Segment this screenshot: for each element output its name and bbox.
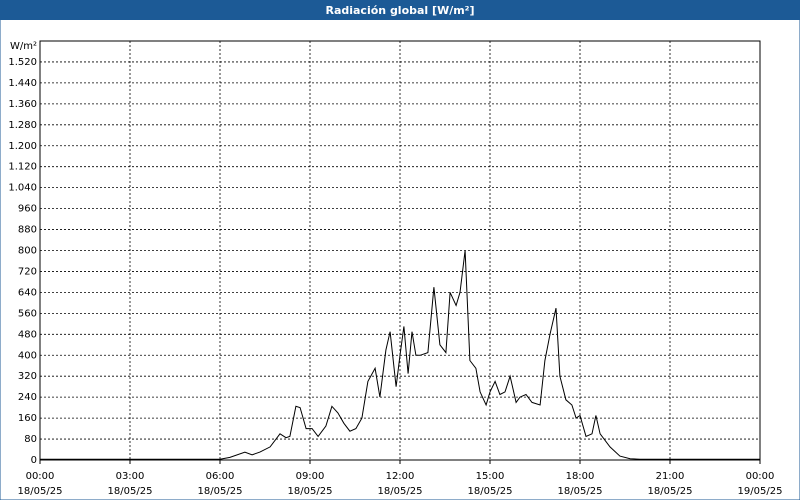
y-tick-label: 80 [24,434,37,445]
y-tick-label: 320 [18,371,37,382]
y-tick-label: 640 [18,287,37,298]
y-tick-label: 1.280 [8,120,37,131]
x-tick-date: 18/05/25 [648,486,693,497]
x-tick-label: 12:00 [386,471,415,482]
line [40,250,760,460]
x-tick-label: 00:00 [26,471,55,482]
y-tick-label: 1.200 [8,141,37,152]
plot-border [39,40,761,461]
y-tick-label: 400 [18,350,37,361]
y-tick-label: 960 [18,204,37,215]
x-tick-date: 18/05/25 [378,486,423,497]
y-tick-label: 240 [18,392,37,403]
y-tick-label: 720 [18,266,37,277]
x-tick-date: 18/05/25 [468,486,513,497]
chart-title: Radiación global [W/m²] [325,4,474,17]
y-axis-label: W/m² [10,41,37,52]
x-tick-date: 18/05/25 [18,486,63,497]
y-tick-label: 0 [31,455,37,466]
x-tick-label: 06:00 [206,471,235,482]
y-tick-label: 160 [18,413,37,424]
x-tick-label: 03:00 [116,471,145,482]
x-tick-date: 19/05/25 [738,486,783,497]
x-tick-label: 15:00 [476,471,505,482]
y-tick-label: 800 [18,246,37,257]
title-bar [0,0,800,20]
x-tick-label: 09:00 [296,471,325,482]
y-tick-label: 560 [18,308,37,319]
y-tick-label: 1.520 [8,57,37,68]
x-tick-label: 00:00 [746,471,775,482]
x-tick-date: 18/05/25 [108,486,153,497]
y-tick-label: 1.120 [8,162,37,173]
x-tick-label: 18:00 [566,471,595,482]
x-tick-date: 18/05/25 [198,486,243,497]
y-tick-label: 1.360 [8,99,37,110]
x-tick-date: 18/05/25 [288,486,333,497]
x-tick-label: 21:00 [656,471,685,482]
x-tick-date: 18/05/25 [558,486,603,497]
y-tick-label: 880 [18,225,37,236]
y-tick-label: 480 [18,329,37,340]
y-tick-label: 1.440 [8,78,37,89]
y-tick-label: 1.040 [8,183,37,194]
